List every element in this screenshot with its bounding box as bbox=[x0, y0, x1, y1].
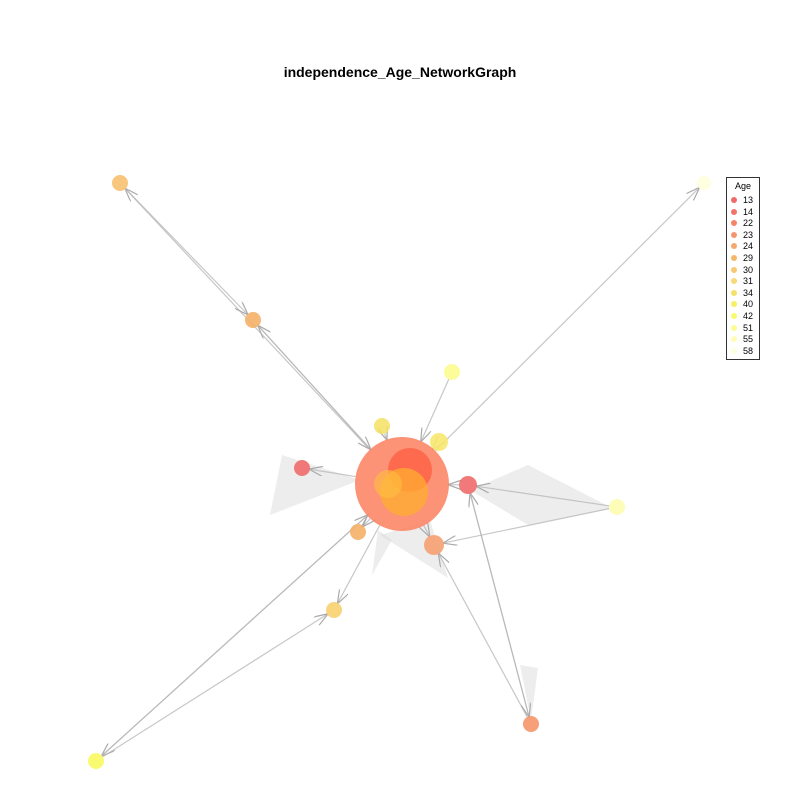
node-n-bottom-right bbox=[523, 716, 539, 732]
legend-entry: 23 bbox=[727, 230, 759, 242]
legend-color-swatch bbox=[731, 197, 737, 203]
edge-wedge bbox=[270, 455, 360, 515]
legend-entry: 42 bbox=[727, 311, 759, 323]
node-n-lower-left-center bbox=[350, 524, 366, 540]
node-n-top-right bbox=[697, 176, 711, 190]
legend-color-swatch bbox=[731, 208, 737, 215]
legend-entry: 51 bbox=[727, 323, 759, 335]
node-n-top-left bbox=[112, 175, 128, 191]
legend-entry: 14 bbox=[727, 207, 759, 219]
legend-color-swatch bbox=[731, 220, 737, 227]
legend-entry: 31 bbox=[727, 276, 759, 288]
legend-label: 14 bbox=[743, 206, 754, 217]
legend-label: 58 bbox=[743, 345, 754, 356]
legend-entry: 40 bbox=[727, 299, 759, 311]
edge-hub-to-n-lower-left-center bbox=[363, 519, 370, 526]
node-n-lower-mid bbox=[326, 602, 342, 618]
legend-title: Age bbox=[734, 181, 751, 191]
legend-label: 13 bbox=[743, 195, 754, 205]
edge-n-upper-center-to-hub bbox=[421, 379, 450, 441]
legend-box: Age 13 14 22 23 24 29 30 31 34 40 42 51 55 58 bbox=[726, 177, 760, 360]
legend-label: 29 bbox=[743, 253, 754, 263]
legend-color-swatch bbox=[731, 243, 737, 250]
legend-color-swatch bbox=[731, 255, 737, 261]
legend-label: 40 bbox=[743, 299, 754, 310]
edge-hub-to-n-lower-mid bbox=[338, 525, 381, 603]
legend-entry: 34 bbox=[727, 288, 759, 300]
edge-n-top-left-to-n-mid-left-upper bbox=[125, 188, 248, 315]
legend-color-swatch bbox=[731, 266, 737, 273]
legend-color-swatch bbox=[731, 313, 737, 319]
legend-label: 55 bbox=[743, 334, 754, 345]
legend-entry: 55 bbox=[727, 334, 759, 346]
node-n-lower-right-center bbox=[424, 535, 444, 555]
edge-n-bottom-left-to-hub bbox=[101, 516, 367, 757]
edge-wedge bbox=[520, 665, 538, 720]
nodes-layer bbox=[88, 175, 711, 769]
node-n-right-red bbox=[459, 476, 477, 494]
edge-n-bottom-left-to-n-lower-mid bbox=[102, 614, 327, 758]
edge-wedge bbox=[470, 465, 612, 508]
legend-color-swatch bbox=[731, 301, 737, 308]
edge-hub-to-n-mid-left-upper bbox=[258, 326, 371, 450]
legend-color-swatch bbox=[731, 278, 737, 285]
node-n-upper-center bbox=[444, 364, 460, 380]
edge-wedge bbox=[470, 490, 612, 525]
node-n-right bbox=[609, 499, 625, 515]
legend-label: 31 bbox=[743, 276, 754, 287]
legend-label: 42 bbox=[743, 311, 754, 321]
legend-entry: 22 bbox=[727, 218, 759, 230]
node-n-upper-right-center bbox=[430, 433, 448, 451]
legend-label: 30 bbox=[743, 264, 754, 275]
edge-hub-to-n-lower-right-center bbox=[424, 526, 430, 537]
legend-entry: 24 bbox=[727, 241, 759, 253]
page-title: independence_Age_NetworkGraph bbox=[283, 64, 517, 80]
legend-entry: 29 bbox=[727, 253, 759, 265]
legend-color-swatch bbox=[731, 347, 737, 354]
legend-label: 22 bbox=[743, 218, 754, 229]
edge-hub-to-n-left bbox=[310, 469, 356, 478]
edge-n-right-red-to-n-bottom-right bbox=[469, 493, 529, 717]
edge-n-upper-center-2-to-hub bbox=[385, 434, 387, 440]
legend-label: 23 bbox=[743, 229, 754, 240]
legend-color-swatch bbox=[731, 231, 737, 238]
edge-wedge bbox=[380, 520, 448, 578]
node-n-upper-center-2 bbox=[374, 418, 390, 434]
edge-n-bottom-right-to-n-lower-right-center bbox=[439, 554, 528, 718]
edge-wedges-layer bbox=[270, 455, 612, 720]
legend-label: 24 bbox=[743, 241, 754, 252]
node-hub-inner-yellow bbox=[374, 470, 402, 498]
edge-n-right-to-n-right-red bbox=[477, 486, 610, 507]
legend-color-swatch bbox=[731, 336, 737, 343]
edges-layer bbox=[102, 188, 699, 757]
legend-color-swatch bbox=[731, 324, 737, 331]
legend-label: 34 bbox=[743, 287, 754, 298]
legend-entry: 58 bbox=[727, 346, 759, 358]
edge-hub-to-n-top-right bbox=[434, 188, 699, 452]
legend-entry: 13 bbox=[727, 195, 759, 207]
legend-label: 51 bbox=[743, 322, 754, 333]
node-n-mid-left-upper bbox=[245, 312, 261, 328]
legend-entry: 30 bbox=[727, 265, 759, 277]
edge-wedge bbox=[372, 530, 392, 575]
legend-color-swatch bbox=[731, 289, 737, 296]
node-n-bottom-left bbox=[88, 753, 104, 769]
node-n-left bbox=[294, 460, 310, 476]
edge-n-right-to-n-lower-right-center bbox=[444, 508, 610, 543]
